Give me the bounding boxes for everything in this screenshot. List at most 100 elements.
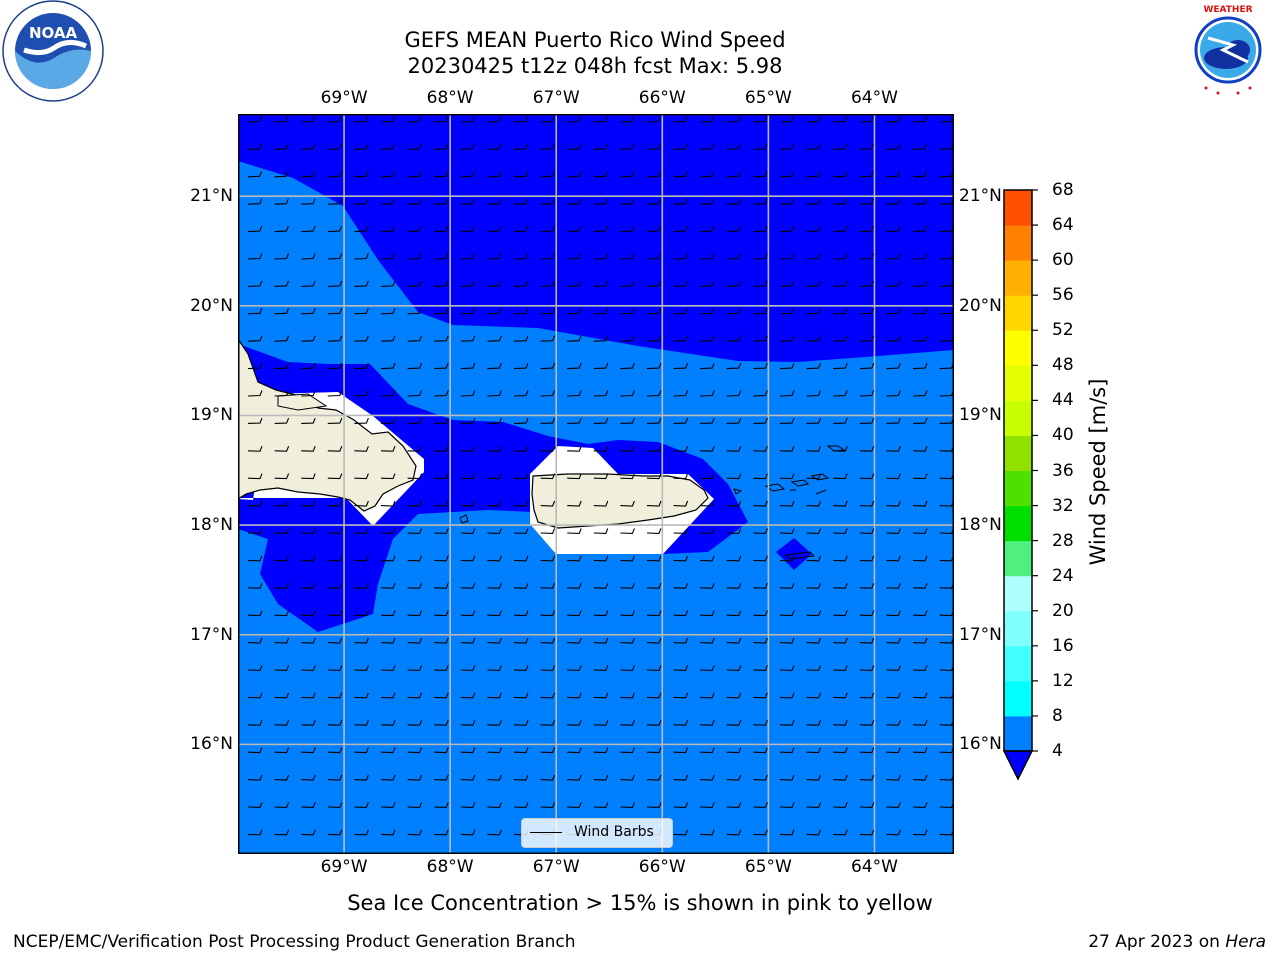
lat-label-right: 18°N [959,515,1002,536]
wind-barb [407,362,423,370]
wind-barb [726,225,742,233]
wind-barb [380,225,396,233]
wind-barb [567,774,582,781]
wind-barb [806,829,822,836]
wind-barb [593,116,608,123]
wind-barb [407,417,423,424]
wind-barb [380,280,396,287]
wind-barb [487,171,502,178]
wind-barb [274,445,290,452]
wind-barb [886,335,901,342]
wind-barb [912,308,928,315]
wind-barb [753,445,768,452]
wind-barb [460,637,476,644]
wind-barb [247,528,263,534]
wind-barb [354,198,369,205]
colorbar-segment [1004,190,1032,226]
wind-barb [859,528,875,534]
wind-barb [886,225,901,233]
wind-barb [806,692,822,699]
wind-barb [301,582,316,589]
wind-barb [487,417,502,424]
legend-line-icon [530,832,562,833]
wind-barb [673,500,689,507]
colorbar-tick-label: 68 [1052,180,1074,200]
wind-barb [301,253,316,260]
wind-barb [753,692,768,699]
wind-barb [646,308,662,315]
lon-label-bottom: 68°W [426,857,474,877]
wind-barb [434,116,449,123]
wind-barb [779,610,795,617]
wind-barb [806,308,822,315]
wind-barb [912,692,928,699]
wind-barb [673,528,689,534]
wind-barb [274,665,290,671]
colorbar-tick-label: 20 [1052,600,1074,621]
lat-label-right: 21°N [959,186,1002,207]
wind-barb [354,829,369,836]
colorbar-tick-label: 64 [1052,215,1074,236]
wind-barb [593,610,609,617]
wind-barb [646,198,662,205]
wind-barb [567,362,582,370]
wind-barb [460,610,476,617]
wind-barb [859,171,875,178]
wind-barb [434,610,449,617]
wind-barb [886,719,901,726]
lon-label-top: 68°W [426,88,474,108]
wind-barb [646,692,662,699]
wind-barb [673,774,689,781]
wind-barb [567,390,582,397]
footer-date: 27 Apr 2023 on [1088,932,1226,952]
wind-barb [274,171,289,178]
wind-barb [513,171,529,178]
wind-barb [593,555,609,562]
svg-text:WEATHER: WEATHER [1203,5,1252,15]
wind-barb [779,528,795,534]
wind-barb [833,637,848,644]
wind-barb [487,555,502,562]
wind-barb [646,555,662,562]
wind-barb [540,171,555,178]
wind-barb [833,528,848,534]
wind-barb [434,719,449,726]
footer-right: 27 Apr 2023 on Hera [1088,932,1266,952]
wind-barb [620,116,635,123]
wind-barb [806,417,822,424]
wind-barb [301,335,316,342]
wind-barb [620,198,635,205]
wind-barb [247,335,263,342]
wind-barb [700,335,715,342]
wind-barb [487,362,502,370]
wind-barb [301,500,316,507]
wind-barb [753,555,768,562]
wind-barb [460,500,476,507]
wind-barb [673,582,689,589]
wind-barb [779,116,795,123]
wind-barb [593,500,609,507]
lon-label-bottom: 64°W [850,857,898,877]
wind-barb [487,143,502,150]
wind-barb [301,692,316,699]
wind-barb [593,473,609,480]
wind-barb [646,719,662,726]
wind-barb [779,692,795,699]
wind-barb [753,198,768,205]
wind-barb [912,665,928,671]
wind-barb [620,665,635,671]
wind-barb [593,171,609,178]
wind-barb [513,555,529,562]
wind-barb [513,665,529,671]
wind-barb [912,143,928,150]
wind-barb [407,802,423,808]
wind-barb [460,719,476,726]
wind-barb [460,747,476,754]
wind-barb [407,171,422,178]
wind-barb [247,417,263,424]
lon-label-bottom: 69°W [320,857,368,877]
wind-barb [859,500,875,507]
wind-barb [753,637,768,644]
wind-barb [753,253,768,260]
wind-barb [779,362,795,370]
